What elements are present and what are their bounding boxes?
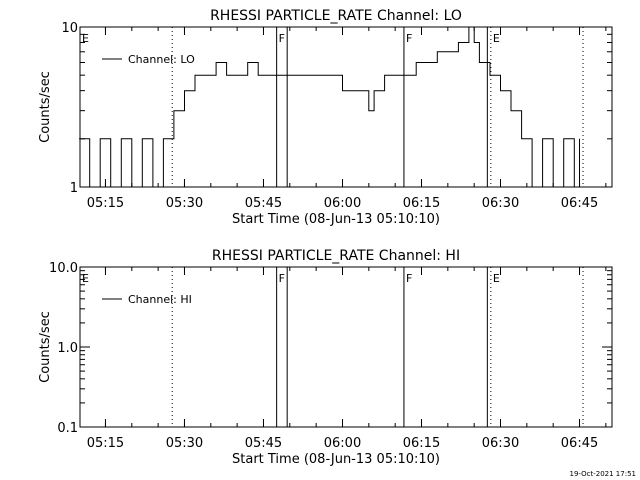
panel1-x-tick-label: 06:30 bbox=[482, 436, 519, 451]
panel1-y-axis-label: Counts/sec bbox=[38, 311, 53, 383]
panel1-y-tick-label: 10.0 bbox=[49, 261, 78, 276]
panel1-legend-label: Channel: HI bbox=[128, 293, 192, 306]
panel1-x-tick-label: 06:45 bbox=[561, 436, 598, 451]
panel1-x-tick-label: 06:15 bbox=[403, 436, 440, 451]
panel0-y-tick-label: 10 bbox=[61, 21, 78, 36]
panel0-series-line bbox=[79, 26, 580, 188]
panel0-x-tick-label: 05:15 bbox=[87, 196, 124, 211]
panel0-event-marker-label: E bbox=[82, 32, 89, 45]
panel1-x-tick-label: 05:30 bbox=[166, 436, 203, 451]
panel0-x-tick-label: 06:00 bbox=[324, 196, 361, 211]
panel1-event-marker-label: F bbox=[406, 272, 412, 285]
panel1-y-tick-label: 0.1 bbox=[57, 421, 78, 436]
panel1-plot-frame bbox=[79, 266, 613, 428]
lo-channel-panel: RHESSI PARTICLE_RATE Channel: LO 05:15 05:… bbox=[38, 8, 613, 227]
panel0-x-tick-label: 06:45 bbox=[561, 196, 598, 211]
panel0-y-axis-label: Counts/sec bbox=[38, 71, 53, 143]
panel0-event-marker-label: F bbox=[406, 32, 412, 45]
panel1-y-tick-label: 1.0 bbox=[57, 341, 78, 356]
panel1-x-axis-label: Start Time (08-Jun-13 05:10:10) bbox=[232, 452, 440, 467]
footer-date: 19-Oct-2021 17:51 bbox=[570, 470, 636, 478]
panel0-x-tick-label: 06:15 bbox=[403, 196, 440, 211]
panel1-chart-title: RHESSI PARTICLE_RATE Channel: HI bbox=[212, 248, 460, 264]
panel1-event-marker-label: F bbox=[279, 272, 285, 285]
panel1-x-tick-label: 05:15 bbox=[87, 436, 124, 451]
panel1-x-tick-label: 05:45 bbox=[245, 436, 282, 451]
hi-channel-panel: RHESSI PARTICLE_RATE Channel: HI 05:15 05:… bbox=[38, 248, 613, 467]
panel0-event-marker-label: F bbox=[279, 32, 285, 45]
panel0-chart-title: RHESSI PARTICLE_RATE Channel: LO bbox=[210, 8, 462, 24]
panel0-y-tick-label: 1 bbox=[70, 181, 78, 196]
panel1-x-tick-label: 06:00 bbox=[324, 436, 361, 451]
panel0-event-marker-label: E bbox=[493, 32, 500, 45]
panel0-plot-frame bbox=[79, 26, 613, 188]
panel1-event-marker-label: E bbox=[493, 272, 500, 285]
panel1-event-marker-label: E bbox=[82, 272, 89, 285]
panel0-x-tick-label: 06:30 bbox=[482, 196, 519, 211]
panel0-x-tick-label: 05:45 bbox=[245, 196, 282, 211]
panel0-x-tick-label: 05:30 bbox=[166, 196, 203, 211]
panel0-x-axis-label: Start Time (08-Jun-13 05:10:10) bbox=[232, 212, 440, 227]
panel0-legend-label: Channel: LO bbox=[128, 53, 195, 66]
